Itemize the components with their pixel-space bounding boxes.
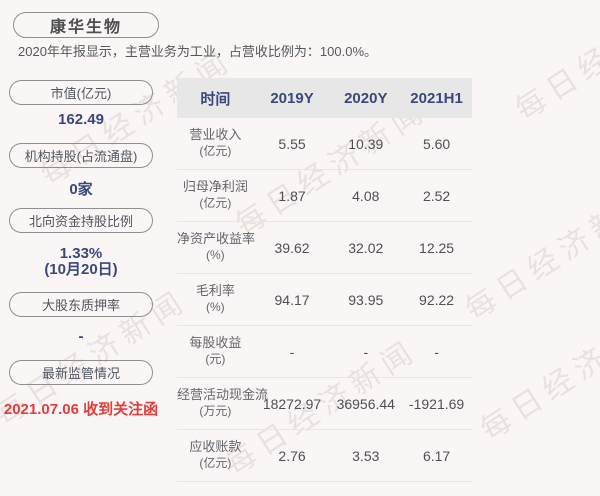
row-unit: (%): [206, 248, 225, 263]
metric-pill-northbound-holding: 北向资金持股比例: [9, 208, 153, 233]
column-header-2019y: 2019Y: [270, 89, 314, 107]
cell-value: 93.95: [348, 291, 384, 308]
row-label: 营业收入 (亿元): [177, 127, 254, 159]
table-row-eps: 每股收益 (元) - - -: [177, 326, 472, 378]
business-summary: 2020年年报显示，主营业务为工业，占营收比例为：100.0%。: [18, 44, 378, 59]
column-header-2020y: 2020Y: [344, 89, 388, 107]
metric-label: 北向资金持股比例: [28, 214, 133, 229]
watermark-text: 每日经济新闻: [474, 298, 600, 448]
row-label: 应收账款 (亿元): [177, 439, 254, 471]
metric-value-institution-holding: 0家: [69, 181, 93, 198]
row-unit: (亿元): [199, 196, 232, 211]
table-row-gross-margin: 毛利率 (%) 94.17 93.95 92.22: [177, 274, 472, 326]
row-unit: (%): [206, 300, 225, 315]
column-header-2021h1: 2021H1: [410, 89, 463, 107]
metric-pill-market-cap: 市值(亿元): [9, 80, 153, 105]
row-unit: (亿元): [199, 456, 232, 471]
table-row-accounts-receivable: 应收账款 (亿元) 2.76 3.53 6.17: [177, 430, 472, 482]
metric-value-northbound-holding: 1.33% (10月20日): [0, 246, 162, 278]
cell-value: 1.87: [278, 187, 306, 204]
cell-value: 10.39: [348, 135, 384, 152]
metric-value-market-cap: 162.49: [58, 111, 104, 128]
cell-value: 6.17: [422, 447, 451, 464]
cell-value: 2.76: [278, 447, 306, 464]
table-row-roe: 净资产收益率 (%) 39.62 32.02 12.25: [177, 222, 472, 274]
row-label: 毛利率 (%): [177, 283, 254, 315]
table-row-revenue: 营业收入 (亿元) 5.55 10.39 5.60: [177, 118, 472, 170]
row-unit: (元): [205, 352, 226, 367]
table-row-net-profit: 归母净利润 (亿元) 1.87 4.08 2.52: [177, 170, 472, 222]
cell-value: -: [289, 343, 295, 360]
row-label: 每股收益 (元): [177, 335, 254, 367]
table-row-operating-cash-flow: 经营活动现金流 (万元) 18272.97 36956.44 -1921.69: [177, 378, 472, 430]
company-name: 康华生物: [49, 19, 122, 36]
row-label: 净资产收益率 (%): [177, 231, 256, 263]
column-header-time: 时间: [200, 90, 231, 108]
metric-label: 机构持股(占流通盘): [24, 149, 138, 164]
cell-value: 39.62: [274, 239, 310, 256]
table-header-row: 时间 2019Y 2020Y 2021H1: [177, 78, 472, 118]
cell-value: -: [434, 343, 439, 360]
metric-label: 市值(亿元): [50, 86, 112, 101]
cell-value: 3.53: [352, 447, 380, 464]
row-unit: (万元): [199, 404, 232, 419]
watermark-text: 每日经济新闻: [509, 0, 600, 128]
cell-value: 92.22: [419, 291, 455, 308]
metric-pill-institution-holding: 机构持股(占流通盘): [9, 143, 153, 168]
metric-label: 大股东质押率: [41, 298, 120, 313]
metric-value-percent: 1.33%: [59, 245, 103, 262]
cell-value: 12.25: [419, 239, 455, 256]
cell-value: 5.60: [422, 135, 451, 152]
metric-value-regulatory-alert: 2021.07.06 收到关注函: [3, 401, 159, 418]
cell-value: 5.55: [278, 135, 306, 152]
metric-pill-major-shareholder-pledge: 大股东质押率: [9, 292, 153, 317]
cell-value: -1921.69: [408, 395, 465, 412]
company-name-pill: 康华生物: [13, 12, 159, 38]
cell-value: 94.17: [274, 291, 310, 308]
cell-value: -: [363, 343, 369, 360]
metric-pill-regulatory-status: 最新监管情况: [9, 360, 153, 385]
financial-table: 时间 2019Y 2020Y 2021H1 营业收入 (亿元) 5.55 10.3…: [177, 78, 472, 482]
row-unit: (亿元): [199, 144, 232, 159]
cell-value: 4.08: [352, 187, 380, 204]
metric-label: 最新监管情况: [41, 366, 120, 381]
metric-value-pledge-rate: -: [78, 328, 84, 345]
cell-value: 2.52: [422, 187, 451, 204]
cell-value: 18272.97: [262, 395, 322, 412]
watermark-text: 每日经济新闻: [459, 178, 600, 328]
metric-value-date: (10月20日): [44, 261, 118, 278]
cell-value: 32.02: [348, 239, 384, 256]
cell-value: 36956.44: [336, 395, 395, 412]
row-label: 经营活动现金流 (万元): [177, 387, 269, 419]
row-label: 归母净利润 (亿元): [177, 179, 254, 211]
